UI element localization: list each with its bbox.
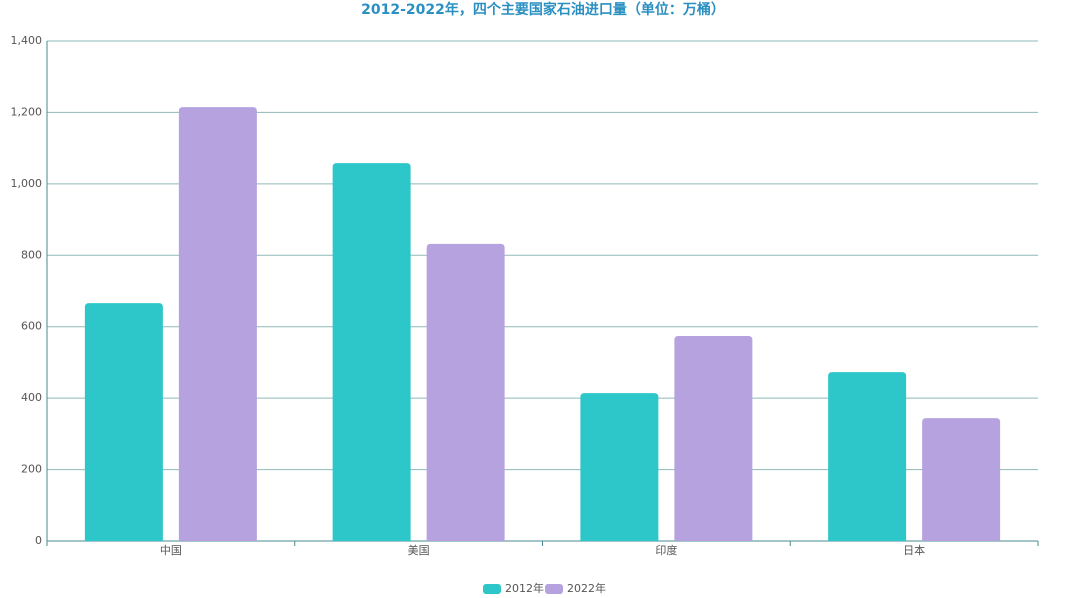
y-tick-label: 1,000 xyxy=(11,177,43,190)
y-tick-label: 800 xyxy=(21,248,42,261)
y-tick-label: 1,400 xyxy=(11,34,43,47)
y-tick-label: 0 xyxy=(35,534,42,547)
legend-swatch[interactable] xyxy=(483,584,501,594)
bar xyxy=(178,107,257,542)
bar xyxy=(922,418,1001,541)
legend-label[interactable]: 2012年 xyxy=(505,581,544,595)
legend-label[interactable]: 2022年 xyxy=(567,581,606,595)
y-tick-label: 400 xyxy=(21,391,42,404)
x-tick-label: 中国 xyxy=(160,544,182,557)
y-tick-label: 1,200 xyxy=(11,105,43,118)
x-tick-label: 美国 xyxy=(408,544,430,557)
bar xyxy=(580,393,659,541)
y-tick-label: 200 xyxy=(21,463,42,476)
bar xyxy=(332,163,411,541)
x-tick-label: 日本 xyxy=(903,543,925,557)
chart-title: 2012-2022年，四个主要国家石油进口量（单位：万桶） xyxy=(361,1,725,18)
bar xyxy=(426,243,505,541)
bar xyxy=(84,303,163,541)
bar xyxy=(828,372,907,541)
y-tick-label: 600 xyxy=(21,320,42,333)
bar xyxy=(674,336,753,541)
x-tick-label: 印度 xyxy=(655,543,677,557)
legend-swatch[interactable] xyxy=(545,584,563,594)
